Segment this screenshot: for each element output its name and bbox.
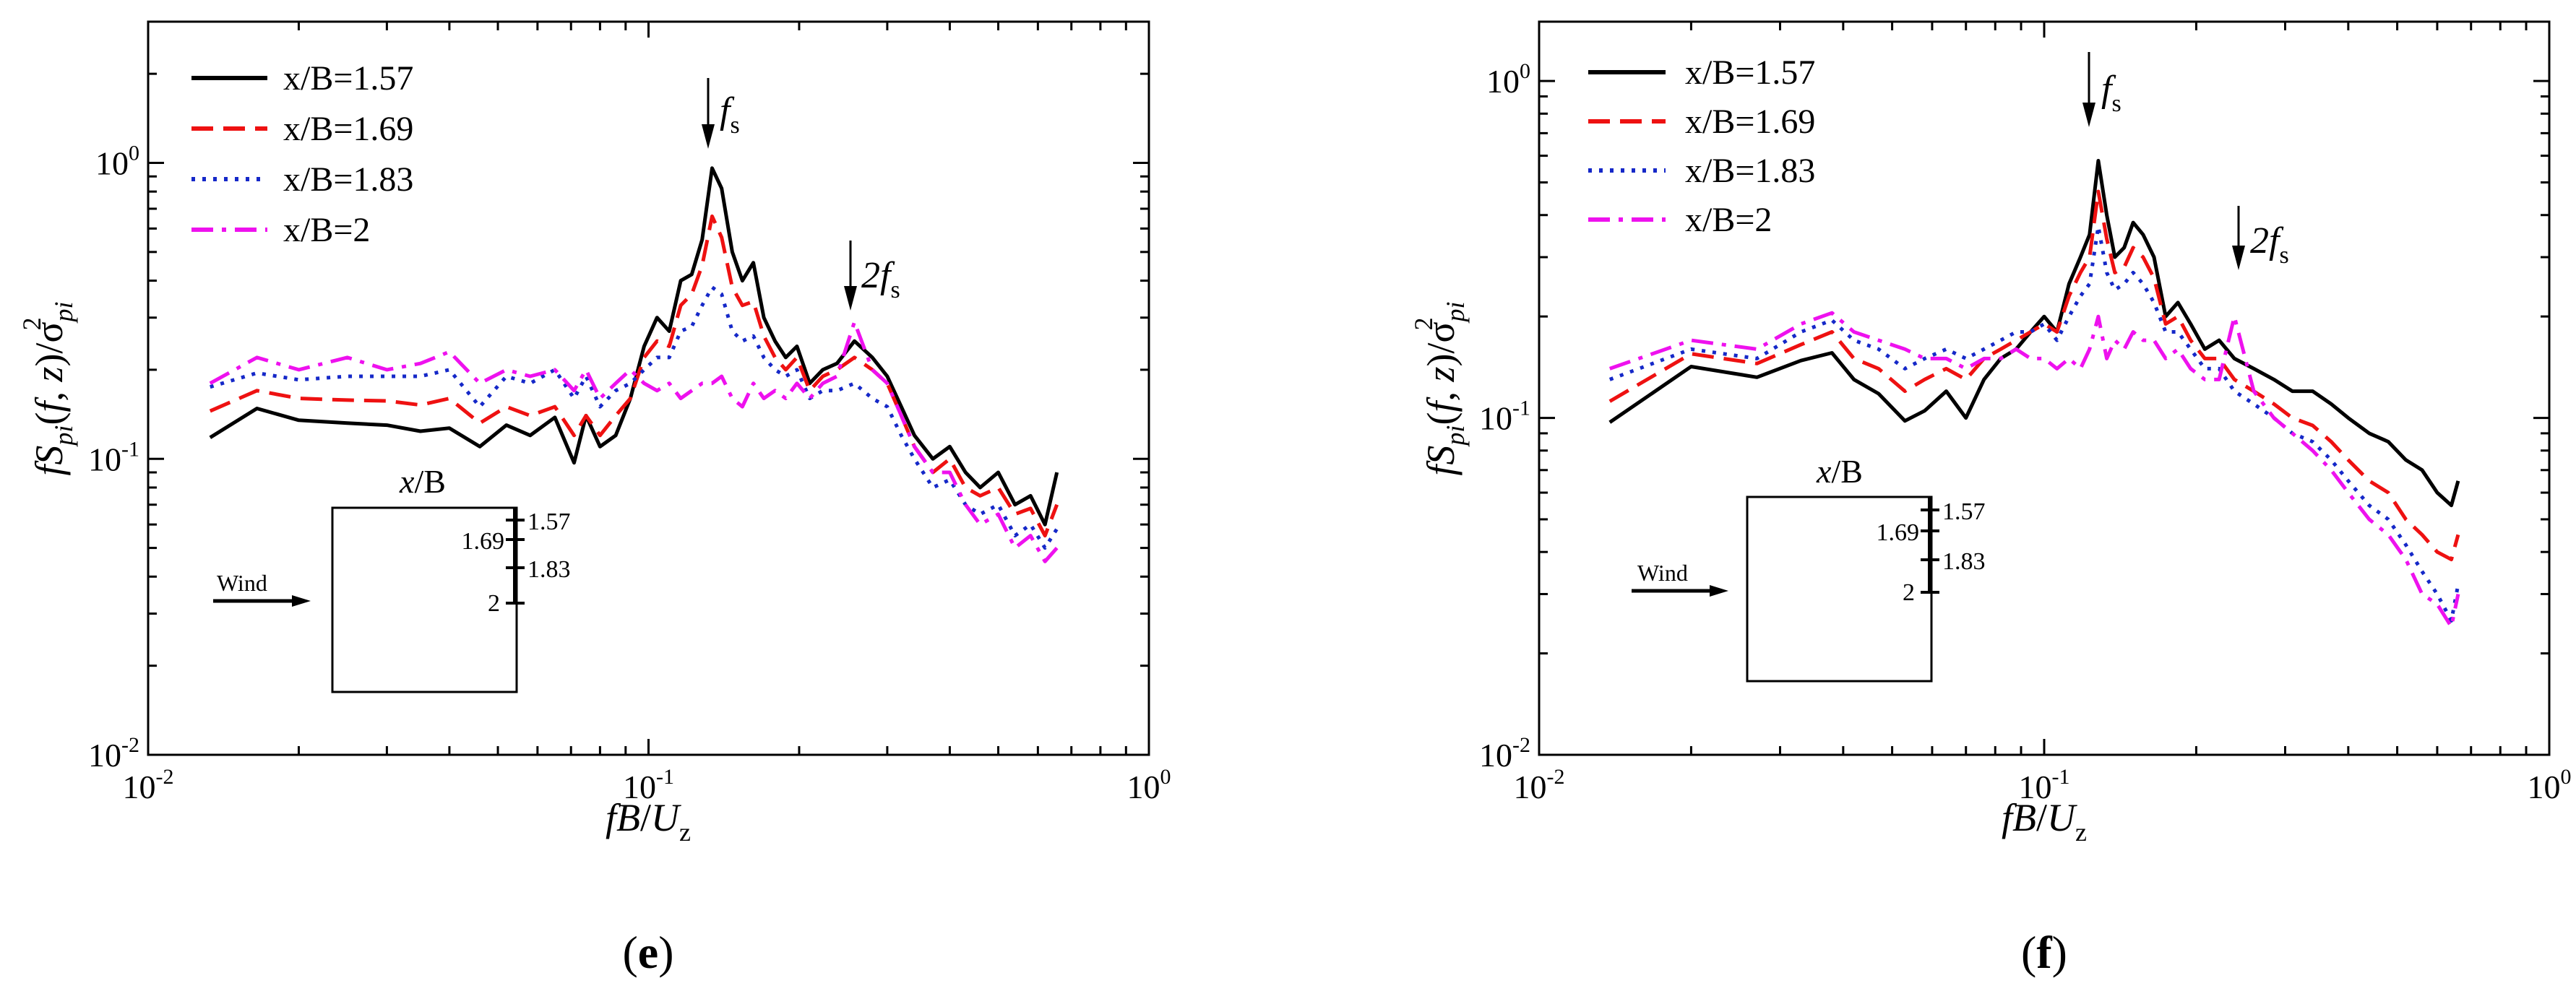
tap-label: 1.57 <box>527 509 571 535</box>
annotation-arrowhead <box>844 286 857 311</box>
annotation-fs: fs <box>702 78 740 149</box>
x-tick-label: 10-1 <box>623 765 674 805</box>
legend-label: x/B=1.69 <box>283 110 413 148</box>
y-axis-label: fSpi(f, z)/σpi2 <box>1409 301 1470 475</box>
x-tick-label: 10-2 <box>1514 765 1565 805</box>
annotation-2fs: 2fs <box>2232 206 2289 270</box>
panel-label: (e) <box>622 927 673 978</box>
tap-label: 2 <box>1903 579 1915 606</box>
wind-arrowhead <box>1710 585 1728 597</box>
panel-label: (f) <box>2021 927 2067 978</box>
annotation-arrowhead <box>2232 246 2245 270</box>
legend-label: x/B=1.83 <box>283 160 413 199</box>
x-tick-label: 100 <box>1127 765 1171 805</box>
y-axis-label: fSpi(f, z)/σpi2 <box>17 301 78 475</box>
annotation-label: fs <box>720 90 740 139</box>
series-line <box>210 285 1059 550</box>
series-line <box>1608 225 2460 623</box>
annotation-arrowhead <box>702 124 715 149</box>
tap-label: 1.69 <box>1877 519 1920 546</box>
panel-e: 10-2 10-1 100 10-2 10-1 100 fB/Uz fSpi(f… <box>17 20 1171 978</box>
building-inset: x/B 1.57 1.69 1.83 2 Wind <box>1632 453 1986 683</box>
series-line <box>1608 159 2460 508</box>
y-tick-label: 100 <box>95 142 139 182</box>
wind-label: Wind <box>1637 560 1688 586</box>
x-axis-label: fB/Uz <box>2002 796 2087 847</box>
x-axis-label: fB/Uz <box>606 796 691 847</box>
legend-label: x/B=2 <box>283 211 370 249</box>
x-tick-label: 10-1 <box>2019 765 2070 805</box>
legend: x/B=1.57 x/B=1.69 x/B=1.83 x/B=2 <box>1588 53 1815 239</box>
legend-label: x/B=2 <box>1685 201 1772 239</box>
series-layer <box>209 166 1059 563</box>
inset-title: x/B <box>399 463 446 500</box>
axis-ticks <box>1538 22 2549 756</box>
x-tick-label: 10-2 <box>123 765 174 805</box>
annotation-fs: fs <box>2082 52 2121 127</box>
annotation-arrowhead <box>2082 103 2095 127</box>
series-layer <box>1608 159 2460 629</box>
building-inset: x/B 1.57 1.69 1.83 2 Wind <box>213 463 571 693</box>
series-line <box>1608 311 2460 629</box>
panel-f: 10-2 10-1 100 10-2 10-1 100 fB/Uz fSpi(f… <box>1409 20 2572 978</box>
series-line <box>209 214 1059 538</box>
tap-label: 1.83 <box>527 556 571 583</box>
legend-label: x/B=1.57 <box>1685 53 1815 92</box>
series-line <box>209 166 1059 527</box>
wind-arrowhead <box>292 595 311 607</box>
tap-label: 1.83 <box>1942 548 1986 575</box>
x-tick-label: 100 <box>2528 765 2572 805</box>
tap-label: 1.57 <box>1942 498 1986 525</box>
tap-label: 2 <box>488 590 500 617</box>
series-line <box>209 320 1059 563</box>
legend-label: x/B=1.83 <box>1685 152 1815 190</box>
tap-label: 1.69 <box>462 528 505 555</box>
inset-title: x/B <box>1816 453 1863 490</box>
wind-label: Wind <box>217 570 267 596</box>
legend: x/B=1.57 x/B=1.69 x/B=1.83 x/B=2 <box>191 59 413 249</box>
axis-ticks <box>147 20 1149 756</box>
y-tick-label: 10-2 <box>88 733 139 774</box>
y-tick-label: 100 <box>1486 59 1530 100</box>
annotation-label: 2fs <box>861 255 900 303</box>
annotation-label: fs <box>2101 69 2121 117</box>
y-tick-label: 10-1 <box>1479 397 1530 437</box>
annotation-label: 2fs <box>2250 220 2289 269</box>
legend-label: x/B=1.57 <box>283 59 413 98</box>
y-tick-label: 10-1 <box>88 437 139 477</box>
annotation-2fs: 2fs <box>844 241 900 311</box>
legend-label: x/B=1.69 <box>1685 103 1815 141</box>
series-line <box>1608 189 2460 562</box>
y-tick-label: 10-2 <box>1479 733 1530 774</box>
